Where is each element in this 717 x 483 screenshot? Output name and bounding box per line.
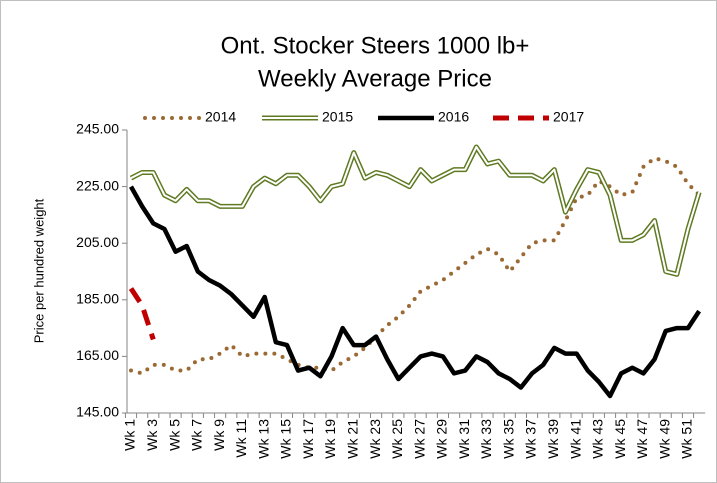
y-tick-label: 245.00 bbox=[76, 121, 119, 137]
x-tick-label: Wk 35 bbox=[500, 419, 516, 459]
y-axis-label: Price per hundred weight bbox=[31, 198, 46, 343]
x-tick-label: Wk 5 bbox=[166, 419, 182, 451]
legend-label: 2014 bbox=[205, 109, 236, 125]
x-tick-label: Wk 33 bbox=[478, 419, 494, 459]
x-tick-label: Wk 23 bbox=[367, 419, 383, 459]
series-line bbox=[129, 156, 702, 376]
x-tick-label: Wk 17 bbox=[300, 419, 316, 459]
x-tick-label: Wk 19 bbox=[322, 419, 338, 459]
x-tick-label: Wk 49 bbox=[656, 419, 672, 459]
chart-subtitle: Weekly Average Price bbox=[258, 65, 492, 92]
x-tick-label: Wk 27 bbox=[411, 419, 427, 459]
x-tick-label: Wk 39 bbox=[545, 419, 561, 459]
chart-title: Ont. Stocker Steers 1000 lb+ bbox=[221, 32, 530, 59]
x-tick-label: Wk 7 bbox=[189, 419, 205, 451]
x-tick-label: Wk 41 bbox=[567, 419, 583, 459]
x-tick-label: Wk 15 bbox=[278, 419, 294, 459]
y-tick-label: 165.00 bbox=[76, 347, 119, 363]
x-tick-label: Wk 9 bbox=[211, 419, 227, 451]
legend-label: 2017 bbox=[553, 109, 584, 125]
y-tick-label: 225.00 bbox=[76, 177, 119, 193]
x-tick-label: Wk 11 bbox=[233, 419, 249, 458]
series-line-inner bbox=[130, 145, 701, 276]
x-tick-label: Wk 25 bbox=[389, 419, 405, 459]
x-tick-label: Wk 3 bbox=[144, 419, 160, 451]
legend-label: 2015 bbox=[322, 109, 353, 125]
legend-label: 2016 bbox=[438, 109, 469, 125]
y-tick-label: 185.00 bbox=[76, 291, 119, 307]
x-tick-label: Wk 31 bbox=[456, 419, 472, 459]
series-line bbox=[128, 287, 156, 341]
x-tick-label: Wk 45 bbox=[612, 419, 628, 459]
x-tick-label: Wk 51 bbox=[679, 419, 695, 459]
y-tick-label: 145.00 bbox=[76, 404, 119, 420]
x-tick-label: Wk 37 bbox=[523, 419, 539, 459]
x-tick-label: Wk 21 bbox=[345, 419, 361, 459]
x-tick-label: Wk 1 bbox=[122, 419, 138, 451]
x-tick-label: Wk 29 bbox=[434, 419, 450, 459]
x-tick-label: Wk 47 bbox=[634, 419, 650, 459]
series-line bbox=[129, 185, 702, 399]
y-tick-label: 205.00 bbox=[76, 234, 119, 250]
x-tick-label: Wk 13 bbox=[255, 419, 271, 459]
x-tick-label: Wk 43 bbox=[590, 419, 606, 459]
